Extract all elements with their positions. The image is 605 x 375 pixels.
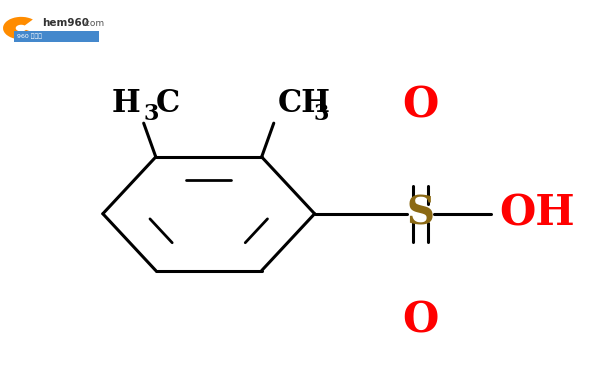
Text: H: H <box>112 88 140 119</box>
Text: 3: 3 <box>144 103 159 125</box>
Text: S: S <box>407 195 434 233</box>
Text: 960 化工网: 960 化工网 <box>17 34 42 39</box>
Text: hem960: hem960 <box>42 18 90 28</box>
Bar <box>14 31 99 42</box>
Text: O: O <box>402 84 439 126</box>
Wedge shape <box>3 17 37 39</box>
Text: .com: .com <box>82 18 104 28</box>
Text: 3: 3 <box>313 103 329 125</box>
Text: O: O <box>402 300 439 342</box>
Text: OH: OH <box>499 193 575 235</box>
Text: C: C <box>156 88 180 119</box>
Text: CH: CH <box>278 88 331 119</box>
